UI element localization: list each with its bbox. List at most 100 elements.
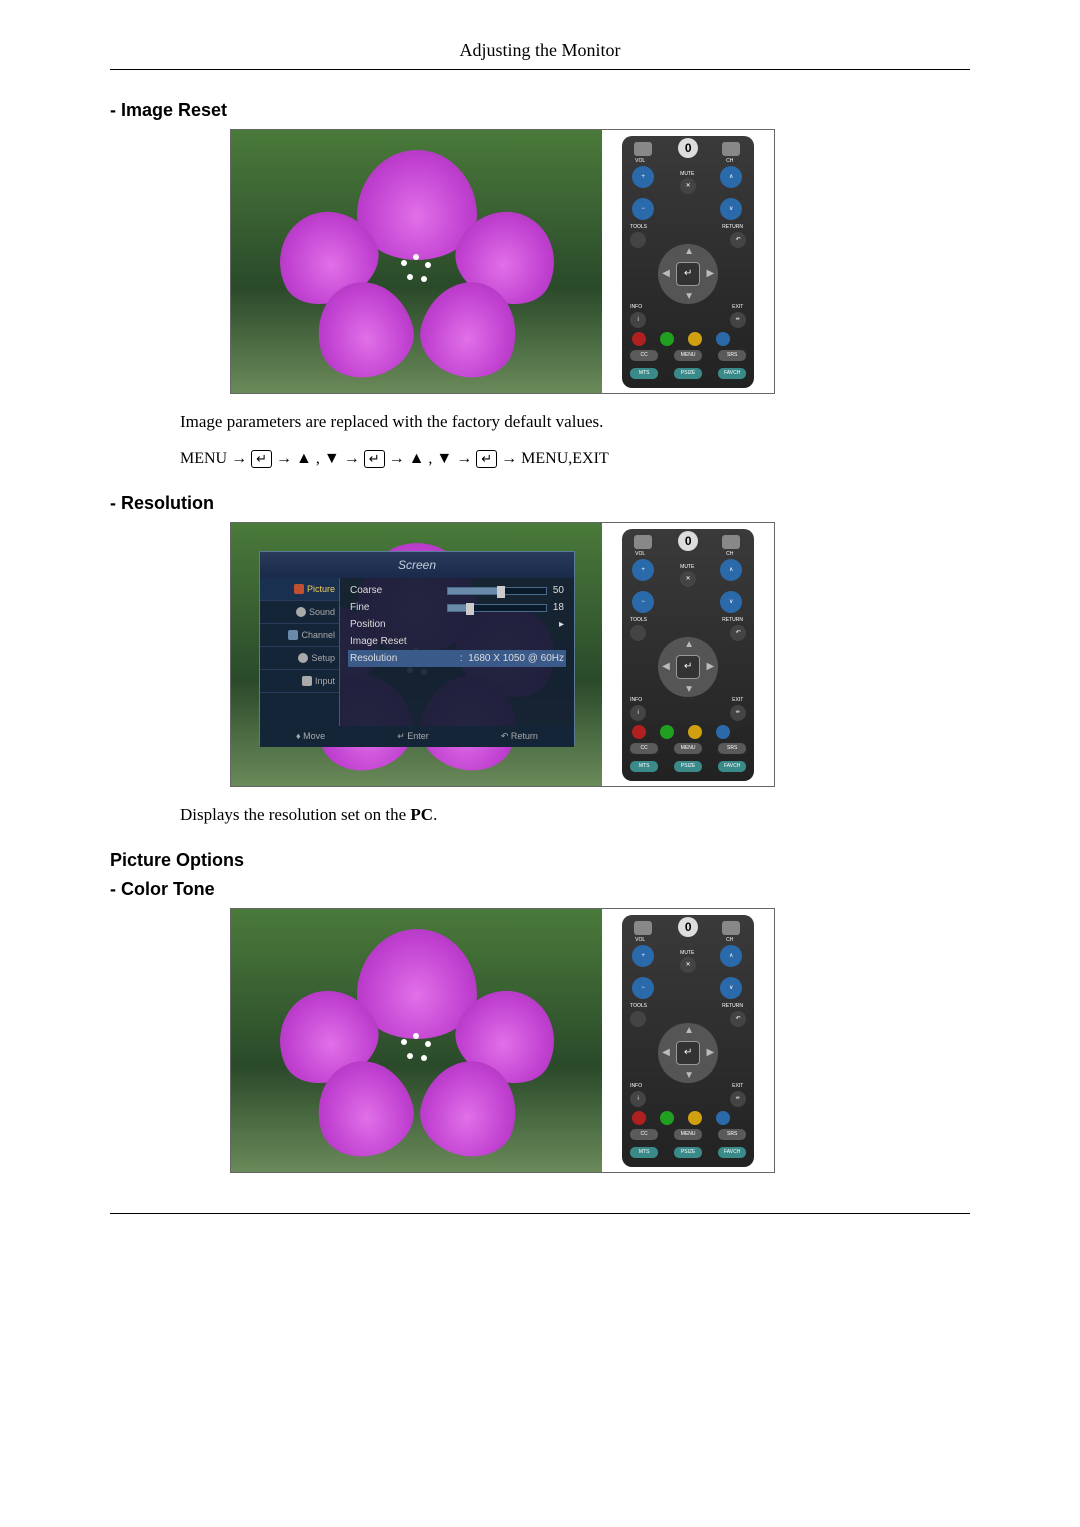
pre-ch-button[interactable]	[722, 142, 740, 156]
tools-label: TOOLS	[630, 224, 647, 230]
vol-up-button[interactable]: +	[632, 559, 654, 581]
yellow-button[interactable]	[688, 1111, 702, 1125]
info-button[interactable]: i	[630, 1091, 646, 1107]
vol-down-button[interactable]	[634, 921, 652, 935]
ch-up-button[interactable]: ∧	[720, 559, 742, 581]
green-button[interactable]	[660, 332, 674, 346]
mts-button[interactable]: MTS	[630, 368, 658, 379]
down-arrow-icon[interactable]: ▼	[684, 1070, 694, 1081]
osd-row-resolution[interactable]: Resolution : 1680 X 1050 @ 60Hz	[348, 650, 566, 667]
blue-button[interactable]	[716, 1111, 730, 1125]
osd-tab-input[interactable]: Input	[260, 670, 339, 693]
left-arrow-icon[interactable]: ◀	[662, 661, 670, 672]
mute-button[interactable]: ✕	[680, 957, 696, 973]
info-button[interactable]: i	[630, 312, 646, 328]
ch-down-button[interactable]: ∨	[720, 198, 742, 220]
pre-ch-button[interactable]	[722, 535, 740, 549]
srs-button[interactable]: SRS	[718, 350, 746, 361]
enter-button[interactable]: ↵	[676, 1041, 700, 1065]
power-button[interactable]: 0	[678, 917, 698, 937]
image-reset-heading: - Image Reset	[110, 100, 970, 121]
ch-up-button[interactable]: ∧	[720, 945, 742, 967]
favch-button[interactable]: FAVCH	[718, 761, 746, 772]
green-button[interactable]	[660, 1111, 674, 1125]
dpad[interactable]: ▲ ▼ ◀ ▶ ↵	[658, 637, 718, 697]
return-button[interactable]: ↶	[730, 232, 746, 248]
up-arrow-icon[interactable]: ▲	[684, 639, 694, 650]
dpad[interactable]: ▲ ▼ ◀ ▶ ↵	[658, 244, 718, 304]
osd-tab-sound[interactable]: Sound	[260, 601, 339, 624]
tools-button[interactable]	[630, 232, 646, 248]
srs-button[interactable]: SRS	[718, 1129, 746, 1140]
ch-down-button[interactable]: ∨	[720, 591, 742, 613]
mute-button[interactable]: ✕	[680, 571, 696, 587]
info-button[interactable]: i	[630, 705, 646, 721]
yellow-button[interactable]	[688, 332, 702, 346]
cc-button[interactable]: CC	[630, 743, 658, 754]
dpad[interactable]: ▲ ▼ ◀ ▶ ↵	[658, 1023, 718, 1083]
exit-button[interactable]: ⦵	[730, 705, 746, 721]
vol-down-button[interactable]	[634, 142, 652, 156]
right-arrow-icon[interactable]: ▶	[706, 661, 714, 672]
psize-button[interactable]: PSIZE	[674, 1147, 702, 1158]
osd-tab-channel[interactable]: Channel	[260, 624, 339, 647]
blue-button[interactable]	[716, 332, 730, 346]
osd-footer-move: ♦ Move	[296, 731, 325, 742]
enter-button[interactable]: ↵	[676, 262, 700, 286]
red-button[interactable]	[632, 332, 646, 346]
tools-button[interactable]	[630, 625, 646, 641]
vol-down-button2[interactable]: −	[632, 198, 654, 220]
menu-button[interactable]: MENU	[674, 743, 702, 754]
power-button[interactable]: 0	[678, 531, 698, 551]
vol-down-button[interactable]	[634, 535, 652, 549]
favch-button[interactable]: FAVCH	[718, 1147, 746, 1158]
up-arrow-icon[interactable]: ▲	[684, 1025, 694, 1036]
favch-button[interactable]: FAVCH	[718, 368, 746, 379]
exit-button[interactable]: ⦵	[730, 312, 746, 328]
down-arrow-icon[interactable]: ▼	[684, 291, 694, 302]
blue-button[interactable]	[716, 725, 730, 739]
osd-row-image-reset[interactable]: Image Reset	[348, 633, 566, 650]
osd-row-fine[interactable]: Fine 18	[348, 599, 566, 616]
tools-button[interactable]	[630, 1011, 646, 1027]
mts-button[interactable]: MTS	[630, 1147, 658, 1158]
mts-button[interactable]: MTS	[630, 761, 658, 772]
down-arrow-icon[interactable]: ▼	[684, 684, 694, 695]
cc-button[interactable]: CC	[630, 1129, 658, 1140]
menu-button[interactable]: MENU	[674, 1129, 702, 1140]
enter-button[interactable]: ↵	[676, 655, 700, 679]
info-label: INFO	[630, 304, 642, 310]
osd-tab-picture[interactable]: Picture	[260, 578, 339, 601]
right-arrow-icon[interactable]: ▶	[706, 1047, 714, 1058]
vol-up-button[interactable]: +	[632, 945, 654, 967]
srs-button[interactable]: SRS	[718, 743, 746, 754]
red-button[interactable]	[632, 725, 646, 739]
vol-down-button2[interactable]: −	[632, 591, 654, 613]
return-button[interactable]: ↶	[730, 625, 746, 641]
green-button[interactable]	[660, 725, 674, 739]
osd-tab-setup[interactable]: Setup	[260, 647, 339, 670]
right-arrow-icon[interactable]: ▶	[706, 268, 714, 279]
pre-ch-button[interactable]	[722, 921, 740, 935]
psize-button[interactable]: PSIZE	[674, 368, 702, 379]
exit-button[interactable]: ⦵	[730, 1091, 746, 1107]
up-arrow-icon[interactable]: ▲	[684, 246, 694, 257]
osd-content: Coarse 50 Fine 18	[340, 578, 574, 726]
left-arrow-icon[interactable]: ◀	[662, 268, 670, 279]
osd-row-coarse[interactable]: Coarse 50	[348, 582, 566, 599]
left-arrow-icon[interactable]: ◀	[662, 1047, 670, 1058]
cc-button[interactable]: CC	[630, 350, 658, 361]
vol-down-button2[interactable]: −	[632, 977, 654, 999]
return-button[interactable]: ↶	[730, 1011, 746, 1027]
yellow-button[interactable]	[688, 725, 702, 739]
red-button[interactable]	[632, 1111, 646, 1125]
mute-button[interactable]: ✕	[680, 178, 696, 194]
osd-row-position[interactable]: Position ▸	[348, 616, 566, 633]
ch-up-button[interactable]: ∧	[720, 166, 742, 188]
menu-button[interactable]: MENU	[674, 350, 702, 361]
color-tone-heading: - Color Tone	[110, 879, 970, 900]
ch-down-button[interactable]: ∨	[720, 977, 742, 999]
power-button[interactable]: 0	[678, 138, 698, 158]
psize-button[interactable]: PSIZE	[674, 761, 702, 772]
vol-up-button[interactable]: +	[632, 166, 654, 188]
